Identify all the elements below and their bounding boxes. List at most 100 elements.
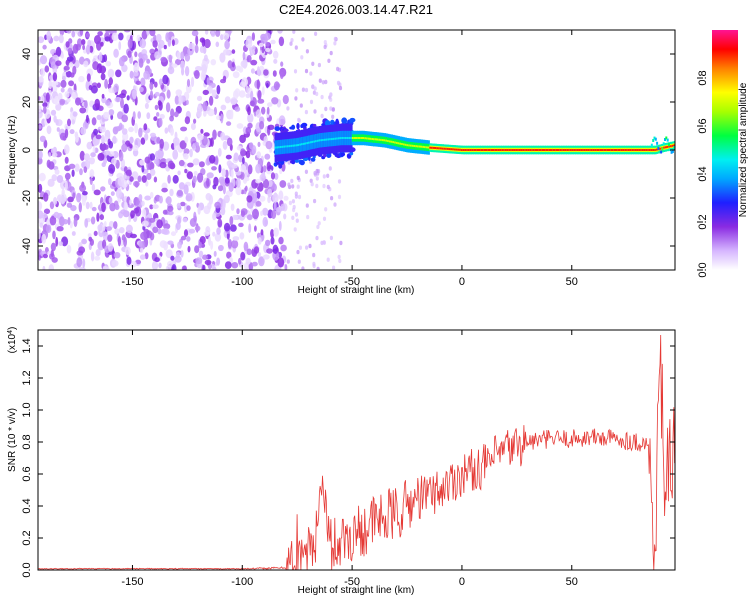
- noise-blob: [305, 245, 309, 250]
- track-cell: [383, 139, 386, 142]
- noise-blob: [257, 252, 262, 257]
- noise-blob: [278, 115, 286, 126]
- noise-blob: [252, 208, 259, 220]
- noise-blob: [216, 115, 221, 120]
- noise-blob: [224, 177, 230, 184]
- noise-blob: [248, 223, 252, 233]
- noise-blob: [280, 244, 287, 252]
- track-cell: [351, 137, 355, 139]
- track-cell: [641, 149, 645, 151]
- track-cell: [399, 142, 402, 145]
- noise-blob: [134, 123, 139, 134]
- noise-blob: [143, 70, 150, 80]
- track-cell: [613, 149, 617, 151]
- noise-blob: [70, 205, 77, 212]
- track-cell: [525, 149, 529, 151]
- noise-blob: [194, 44, 199, 54]
- noise-blob: [171, 264, 177, 270]
- noise-blob: [168, 39, 171, 46]
- noise-blob: [100, 73, 106, 81]
- noise-blob: [71, 119, 76, 125]
- noise-blob: [167, 205, 174, 212]
- noise-blob: [206, 172, 214, 179]
- track-cell: [627, 149, 631, 151]
- noise-blob: [263, 69, 269, 76]
- noise-blob: [78, 75, 85, 83]
- track-cell: [397, 142, 400, 145]
- noise-blob: [251, 261, 258, 267]
- noise-blob: [101, 202, 106, 213]
- track-cell: [643, 149, 646, 151]
- track-cell: [292, 144, 295, 147]
- noise-blob: [141, 220, 149, 227]
- noise-blob: [132, 89, 137, 100]
- noise-blob: [180, 201, 186, 207]
- noise-blob: [187, 162, 194, 168]
- noise-blob: [124, 246, 131, 256]
- noise-blob: [45, 92, 50, 103]
- track-cell: [288, 145, 292, 148]
- track-cell: [638, 149, 641, 151]
- noise-blob: [261, 106, 266, 115]
- noise-blob: [154, 150, 161, 159]
- noise-blob: [159, 138, 164, 149]
- noise-blob: [323, 40, 327, 45]
- noise-blob: [280, 203, 286, 211]
- noise-blob: [79, 168, 83, 176]
- track-cell: [587, 149, 590, 151]
- noise-blob: [66, 244, 72, 254]
- track-cell: [508, 149, 511, 151]
- noise-blob: [144, 156, 151, 164]
- noise-blob: [224, 261, 232, 269]
- track-cell: [427, 146, 430, 149]
- noise-blob: [66, 202, 73, 208]
- track-cell: [652, 139, 655, 142]
- noise-blob: [38, 105, 42, 113]
- track-cell: [666, 145, 669, 148]
- noise-blob: [179, 140, 187, 150]
- noise-blob: [154, 91, 160, 97]
- track-cell: [329, 138, 332, 141]
- noise-blob: [329, 106, 333, 111]
- noise-blob: [234, 106, 241, 112]
- noise-blob: [60, 79, 67, 88]
- noise-blob: [195, 257, 203, 265]
- noise-blob: [53, 211, 60, 219]
- track-cell: [548, 149, 552, 151]
- noise-blob: [155, 157, 159, 167]
- noise-blob: [283, 195, 289, 201]
- noise-blob: [129, 136, 134, 144]
- noise-blob: [185, 99, 189, 105]
- noise-blob: [97, 105, 104, 112]
- noise-blob: [249, 142, 254, 150]
- track-cell: [615, 149, 618, 151]
- track-cell: [343, 137, 346, 139]
- noise-blob: [294, 96, 298, 101]
- noise-blob: [304, 169, 308, 174]
- noise-blob: [38, 36, 45, 44]
- track-cell: [409, 144, 413, 147]
- noise-blob: [246, 248, 252, 256]
- noise-blob: [184, 53, 191, 62]
- noise-blob: [89, 169, 95, 178]
- noise-blob: [139, 159, 145, 166]
- noise-blob: [266, 106, 270, 115]
- noise-blob: [144, 133, 149, 141]
- noise-blob: [204, 30, 209, 35]
- noise-blob: [283, 213, 287, 220]
- noise-blob: [292, 30, 296, 34]
- noise-blob: [251, 49, 256, 55]
- noise-blob: [66, 30, 72, 34]
- noise-blob: [172, 174, 179, 184]
- track-cell: [569, 149, 573, 151]
- track-cell: [527, 149, 531, 151]
- noise-blob: [262, 254, 270, 260]
- track-cell: [510, 149, 513, 151]
- noise-blob: [151, 260, 159, 270]
- noise-blob: [332, 265, 336, 270]
- noise-blob: [148, 68, 152, 75]
- noise-blob: [257, 141, 261, 147]
- noise-blob: [73, 217, 78, 228]
- noise-blob: [251, 32, 255, 41]
- track-cell: [650, 143, 653, 147]
